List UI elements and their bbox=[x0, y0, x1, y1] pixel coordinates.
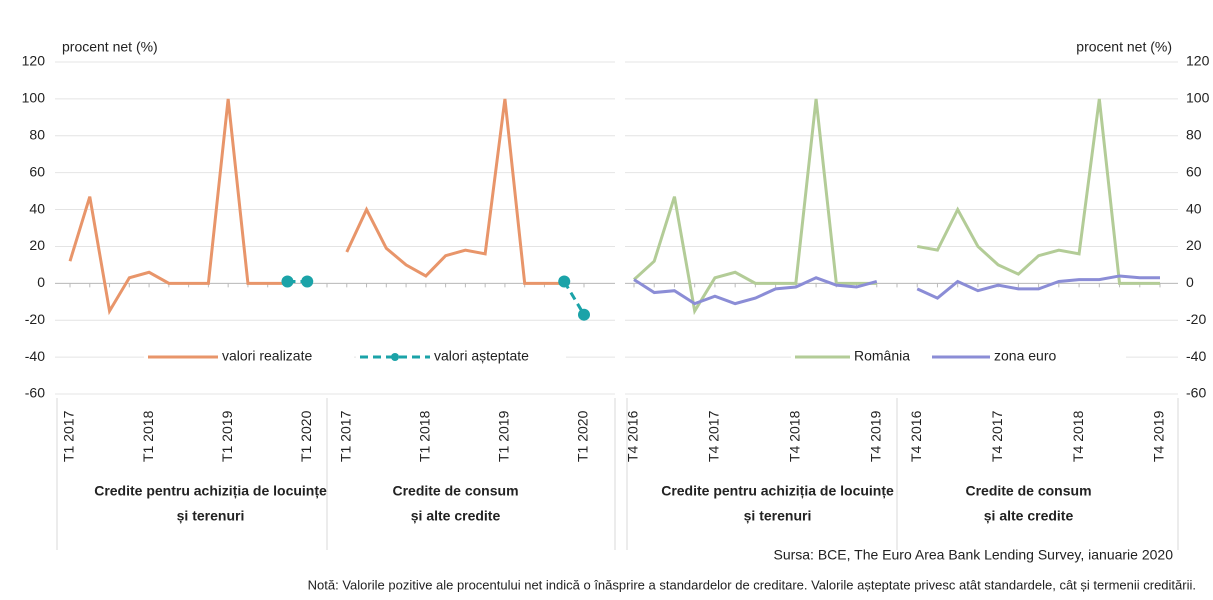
x-tick-label: T1 2018 bbox=[417, 410, 433, 462]
marker bbox=[558, 275, 571, 288]
y-tick-label: 0 bbox=[37, 274, 45, 290]
y-tick-label: -60 bbox=[1186, 385, 1206, 401]
note: Notă: Valorile pozitive ale procentului … bbox=[308, 577, 1196, 592]
group-label: și terenuri bbox=[744, 508, 812, 524]
y-tick-label: -20 bbox=[25, 311, 45, 327]
series-line bbox=[345, 98, 565, 285]
legend-label: zona euro bbox=[994, 348, 1056, 364]
group-label: Credite pentru achiziția de locuințe bbox=[661, 483, 894, 499]
legend-bg bbox=[356, 346, 566, 368]
series-line bbox=[562, 280, 586, 316]
x-tick-label: T4 2017 bbox=[989, 410, 1005, 462]
x-tick-label: T1 2020 bbox=[575, 410, 591, 462]
group-label: Credite de consum bbox=[965, 483, 1091, 499]
series-line bbox=[68, 98, 288, 316]
x-tick-label: T4 2018 bbox=[787, 410, 803, 462]
y-axis-label: procent net (%) bbox=[62, 39, 158, 55]
x-tick-label: T1 2017 bbox=[337, 410, 353, 462]
legend-label: valori așteptate bbox=[434, 348, 529, 364]
x-tick-label: T1 2019 bbox=[219, 410, 235, 462]
y-tick-label: -40 bbox=[25, 348, 45, 364]
y-tick-label: 20 bbox=[1186, 237, 1202, 253]
group-label: și terenuri bbox=[177, 508, 245, 524]
x-tick-label: T4 2016 bbox=[908, 410, 924, 462]
group-label: Credite de consum bbox=[392, 483, 518, 499]
series-line bbox=[632, 98, 877, 316]
group-label: și alte credite bbox=[411, 508, 501, 524]
y-tick-label: 60 bbox=[29, 163, 45, 179]
y-axis-label: procent net (%) bbox=[1076, 39, 1172, 55]
y-tick-label: -20 bbox=[1186, 311, 1206, 327]
group-label: și alte credite bbox=[984, 508, 1074, 524]
y-tick-label: 120 bbox=[1186, 53, 1210, 69]
x-tick-label: T4 2019 bbox=[1151, 410, 1167, 462]
x-tick-label: T1 2020 bbox=[298, 410, 314, 462]
x-tick-label: T1 2019 bbox=[496, 410, 512, 462]
source: Sursa: BCE, The Euro Area Bank Lending S… bbox=[773, 547, 1173, 563]
legend-bg bbox=[144, 346, 354, 368]
y-tick-label: 100 bbox=[1186, 90, 1210, 106]
y-tick-label: 80 bbox=[1186, 126, 1202, 142]
legend-bg bbox=[928, 346, 1126, 368]
group-label: Credite pentru achiziția de locuințe bbox=[94, 483, 327, 499]
x-tick-label: T4 2016 bbox=[625, 410, 641, 462]
y-tick-label: -40 bbox=[1186, 348, 1206, 364]
series-line bbox=[633, 276, 878, 306]
marker bbox=[578, 308, 590, 321]
x-tick-label: T4 2019 bbox=[867, 410, 883, 462]
x-tick-label: T1 2017 bbox=[61, 410, 77, 462]
y-tick-label: 80 bbox=[29, 126, 45, 142]
legend-marker bbox=[391, 353, 399, 361]
series-line bbox=[916, 98, 1160, 285]
x-tick-label: T1 2018 bbox=[140, 410, 156, 462]
y-tick-label: 0 bbox=[1186, 274, 1194, 290]
y-tick-label: -60 bbox=[25, 385, 45, 401]
marker bbox=[281, 275, 294, 288]
marker bbox=[301, 275, 314, 288]
legend-label: valori realizate bbox=[222, 348, 312, 364]
series-line bbox=[916, 274, 1160, 300]
x-tick-label: T4 2017 bbox=[706, 410, 722, 462]
y-tick-label: 120 bbox=[22, 53, 46, 69]
x-tick-label: T4 2018 bbox=[1070, 410, 1086, 462]
y-tick-label: 100 bbox=[22, 90, 46, 106]
legend-label: România bbox=[854, 348, 910, 364]
y-tick-label: 40 bbox=[1186, 200, 1202, 216]
y-tick-label: 40 bbox=[29, 200, 45, 216]
y-tick-label: 60 bbox=[1186, 163, 1202, 179]
y-tick-label: 20 bbox=[29, 237, 45, 253]
